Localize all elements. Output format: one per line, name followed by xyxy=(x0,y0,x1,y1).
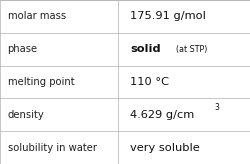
Text: 175.91 g/mol: 175.91 g/mol xyxy=(130,11,206,21)
Text: 110 °C: 110 °C xyxy=(130,77,170,87)
Text: melting point: melting point xyxy=(8,77,74,87)
Text: very soluble: very soluble xyxy=(130,143,200,153)
Text: phase: phase xyxy=(8,44,38,54)
Text: density: density xyxy=(8,110,44,120)
Text: (at STP): (at STP) xyxy=(176,45,208,54)
Text: solubility in water: solubility in water xyxy=(8,143,96,153)
Text: molar mass: molar mass xyxy=(8,11,66,21)
Text: solid: solid xyxy=(130,44,161,54)
Text: 4.629 g/cm: 4.629 g/cm xyxy=(130,110,195,120)
Text: 3: 3 xyxy=(215,103,220,112)
